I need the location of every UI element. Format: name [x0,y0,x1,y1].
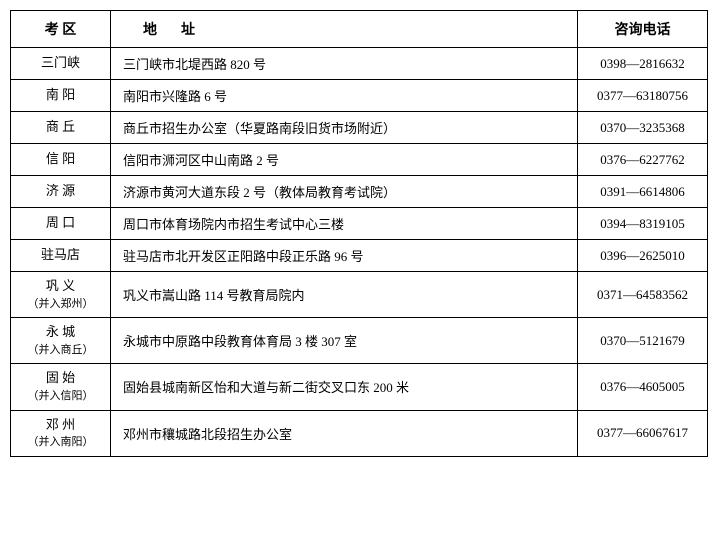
phone-cell: 0396—2625010 [578,240,708,272]
district-cell: 商 丘 [11,112,111,144]
district-cell: 周 口 [11,208,111,240]
table-row: 邓 州 （并入南阳） 邓州市穰城路北段招生办公室0377—66067617 [11,410,708,456]
table-row: 驻马店 驻马店市北开发区正阳路中段正乐路 96 号0396—2625010 [11,240,708,272]
district-name: 三门峡 [41,55,80,70]
district-name: 商 丘 [46,119,75,134]
phone-cell: 0371—64583562 [578,272,708,318]
table-row: 固 始 （并入信阳） 固始县城南新区怡和大道与新二街交叉口东 200 米0376—4… [11,364,708,410]
address-cell: 巩义市嵩山路 114 号教育局院内 [111,272,578,318]
phone-cell: 0376—4605005 [578,364,708,410]
address-cell: 济源市黄河大道东段 2 号（教体局教育考试院） [111,176,578,208]
table-header-row: 考 区 地址 咨询电话 [11,11,708,48]
address-cell: 南阳市兴隆路 6 号 [111,80,578,112]
address-cell: 驻马店市北开发区正阳路中段正乐路 96 号 [111,240,578,272]
phone-cell: 0377—66067617 [578,410,708,456]
district-cell: 永 城 （并入商丘） [11,318,111,364]
district-name: 固 始 [46,370,75,385]
address-cell: 永城市中原路中段教育体育局 3 楼 307 室 [111,318,578,364]
district-name: 邓 州 [46,417,75,432]
table-row: 济 源 济源市黄河大道东段 2 号（教体局教育考试院）0391—6614806 [11,176,708,208]
phone-cell: 0391—6614806 [578,176,708,208]
phone-cell: 0370—5121679 [578,318,708,364]
district-sub: （并入信阳） [19,389,102,403]
table-row: 巩 义 （并入郑州） 巩义市嵩山路 114 号教育局院内0371—64583562 [11,272,708,318]
district-cell: 济 源 [11,176,111,208]
table-row: 信 阳 信阳市浉河区中山南路 2 号0376—6227762 [11,144,708,176]
district-sub: （并入郑州） [19,297,102,311]
table-row: 周 口 周口市体育场院内市招生考试中心三楼0394—8319105 [11,208,708,240]
district-name: 济 源 [46,183,75,198]
district-cell: 信 阳 [11,144,111,176]
phone-cell: 0370—3235368 [578,112,708,144]
address-cell: 周口市体育场院内市招生考试中心三楼 [111,208,578,240]
table-row: 商 丘 商丘市招生办公室（华夏路南段旧货市场附近）0370—3235368 [11,112,708,144]
district-name: 信 阳 [46,151,75,166]
address-cell: 信阳市浉河区中山南路 2 号 [111,144,578,176]
district-name: 南 阳 [46,87,75,102]
phone-cell: 0376—6227762 [578,144,708,176]
header-phone: 咨询电话 [578,11,708,48]
district-cell: 固 始 （并入信阳） [11,364,111,410]
exam-district-table: 考 区 地址 咨询电话 三门峡 三门峡市北堤西路 820 号0398—281663… [10,10,708,457]
district-name: 巩 义 [46,278,75,293]
district-cell: 南 阳 [11,80,111,112]
district-name: 驻马店 [41,247,80,262]
district-cell: 驻马店 [11,240,111,272]
district-name: 永 城 [46,324,75,339]
phone-cell: 0377—63180756 [578,80,708,112]
address-cell: 三门峡市北堤西路 820 号 [111,48,578,80]
address-cell: 固始县城南新区怡和大道与新二街交叉口东 200 米 [111,364,578,410]
phone-cell: 0398—2816632 [578,48,708,80]
district-name: 周 口 [46,215,75,230]
district-cell: 三门峡 [11,48,111,80]
header-district: 考 区 [11,11,111,48]
table-row: 永 城 （并入商丘） 永城市中原路中段教育体育局 3 楼 307 室0370—512… [11,318,708,364]
district-cell: 邓 州 （并入南阳） [11,410,111,456]
table-row: 南 阳 南阳市兴隆路 6 号0377—63180756 [11,80,708,112]
district-sub: （并入商丘） [19,343,102,357]
district-cell: 巩 义 （并入郑州） [11,272,111,318]
table-row: 三门峡 三门峡市北堤西路 820 号0398—2816632 [11,48,708,80]
header-address: 地址 [111,11,578,48]
address-cell: 邓州市穰城路北段招生办公室 [111,410,578,456]
district-sub: （并入南阳） [19,435,102,449]
phone-cell: 0394—8319105 [578,208,708,240]
table-body: 三门峡 三门峡市北堤西路 820 号0398—2816632 南 阳 南阳市兴隆路 6… [11,48,708,457]
address-cell: 商丘市招生办公室（华夏路南段旧货市场附近） [111,112,578,144]
